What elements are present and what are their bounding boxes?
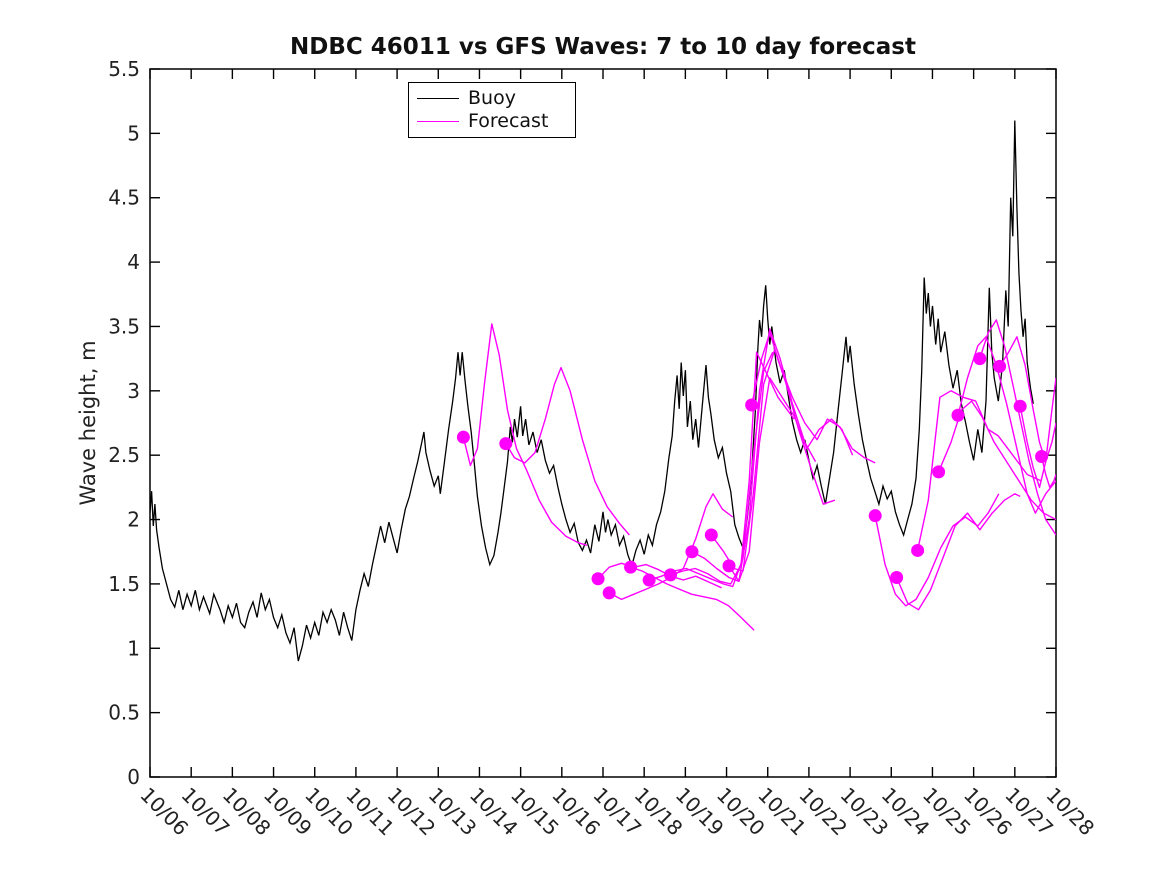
forecast-line — [999, 336, 1056, 463]
forecast-start-marker — [1035, 449, 1049, 463]
y-tick-label: 4 — [127, 250, 140, 274]
forecast-line — [728, 377, 854, 582]
x-tick-label: 10/28 — [1041, 783, 1099, 841]
forecast-start-marker — [456, 430, 470, 444]
forecast-start-marker — [973, 352, 987, 366]
forecast-line-sample — [417, 121, 459, 122]
forecast-start-marker — [685, 545, 699, 559]
forecast-line — [597, 562, 722, 589]
forecast-start-marker — [602, 586, 616, 600]
forecast-start-marker — [993, 359, 1007, 373]
buoy-line-sample — [417, 98, 459, 99]
forecast-line — [505, 366, 630, 536]
plot-area — [150, 120, 1056, 662]
forecast-start-marker — [704, 528, 718, 542]
forecast-line — [916, 390, 1042, 551]
legend-box: Buoy Forecast — [408, 82, 576, 138]
forecast-line — [874, 493, 1000, 607]
forecast-line — [1040, 456, 1056, 489]
legend-entry-buoy: Buoy — [409, 89, 575, 108]
forecast-start-marker — [745, 398, 759, 412]
forecast-start-marker — [664, 568, 678, 582]
y-tick-label: 1.5 — [108, 572, 140, 596]
forecast-start-marker — [890, 570, 904, 584]
y-tick-label: 5.5 — [108, 57, 140, 81]
y-tick-label: 1 — [127, 636, 140, 660]
forecast-start-marker — [591, 572, 605, 586]
forecast-start-marker — [1013, 399, 1027, 413]
forecast-start-marker — [951, 408, 965, 422]
forecast-start-marker — [932, 465, 946, 479]
forecast-line — [462, 323, 588, 546]
forecast-line — [751, 332, 876, 464]
forecast-start-marker — [499, 437, 513, 451]
forecast-line — [670, 351, 795, 585]
forecast-line — [691, 328, 817, 582]
y-tick-label: 4.5 — [108, 186, 140, 210]
y-tick-label: 2.5 — [108, 443, 140, 467]
forecast-line — [957, 336, 1056, 514]
y-tick-label: 0.5 — [108, 701, 140, 725]
legend-label-buoy: Buoy — [468, 87, 516, 109]
y-tick-label: 5 — [127, 121, 140, 145]
forecast-line — [895, 493, 1021, 611]
y-tick-label: 2 — [127, 508, 140, 532]
y-tick-label: 0 — [127, 765, 140, 789]
y-tick-label: 3 — [127, 379, 140, 403]
y-tick-label: 3.5 — [108, 314, 140, 338]
forecast-start-marker — [624, 560, 638, 574]
buoy-line — [150, 120, 1034, 662]
y-axis-label: Wave height, m — [76, 340, 100, 506]
legend-entry-forecast: Forecast — [409, 112, 575, 131]
forecast-start-marker — [911, 543, 925, 557]
forecast-start-marker — [722, 559, 736, 573]
forecast-line — [608, 493, 734, 601]
legend-label-forecast: Forecast — [468, 110, 549, 132]
forecast-start-marker — [868, 509, 882, 523]
forecast-start-marker — [642, 573, 656, 587]
forecast-line — [1019, 377, 1056, 489]
chart-title: NDBC 46011 vs GFS Waves: 7 to 10 day for… — [290, 34, 916, 60]
